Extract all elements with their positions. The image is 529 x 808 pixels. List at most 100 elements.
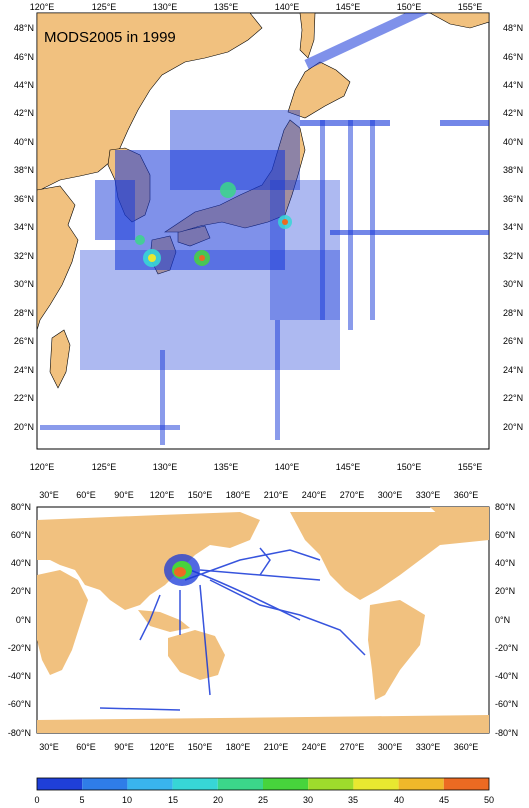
lon-label: 125°E [92, 462, 117, 472]
land-africa [37, 570, 88, 675]
lat-label: -60°N [495, 699, 518, 709]
colorbar-swatch [443, 778, 489, 790]
colorbar-label: 0 [34, 795, 39, 805]
lat-label: 48°N [503, 23, 523, 33]
lat-label: 48°N [14, 23, 34, 33]
bottom-map: 30°E 60°E 90°E 120°E 150°E 180°E 210°E 2… [8, 490, 518, 752]
land-south-america [368, 600, 425, 700]
lat-label: -60°N [8, 699, 31, 709]
lat-label: 24°N [14, 365, 34, 375]
lon-label: 120°E [30, 2, 55, 12]
colorbar-frame [36, 777, 490, 791]
lat-label: 24°N [503, 365, 523, 375]
lon-label: 330°E [416, 742, 441, 752]
lon-label: 180°E [226, 490, 251, 500]
lat-label: 28°N [14, 308, 34, 318]
land-hokkaido [287, 61, 351, 119]
colorbar-swatches [37, 778, 489, 790]
colorbar-swatch [37, 778, 83, 790]
top-lon-labels-top: 120°E 125°E 130°E 135°E 140°E 145°E 150°… [30, 2, 483, 12]
lon-label: 135°E [214, 2, 239, 12]
lat-label: 46°N [503, 52, 523, 62]
lat-label: 26°N [503, 336, 523, 346]
lat-label: 60°N [495, 530, 515, 540]
top-map: MODS2005 in 1999 120°E 125°E 130°E 135°E… [14, 2, 523, 472]
lat-label: 26°N [14, 336, 34, 346]
top-lon-labels-bottom: 120°E 125°E 130°E 135°E 140°E 145°E 150°… [30, 462, 483, 472]
lon-label: 90°E [114, 742, 134, 752]
lon-label: 30°E [39, 490, 59, 500]
lon-label: 140°E [275, 462, 300, 472]
lat-label: 38°N [503, 165, 523, 175]
lon-label: 300°E [378, 742, 403, 752]
lat-label: 34°N [14, 222, 34, 232]
lon-label: 270°E [340, 490, 365, 500]
lon-label: 270°E [340, 742, 365, 752]
lon-label: 240°E [302, 490, 327, 500]
lon-label: 240°E [302, 742, 327, 752]
land-north-america [290, 512, 489, 600]
lat-label: 80°N [495, 502, 515, 512]
land-greenland [430, 507, 489, 530]
colorbar-label: 45 [439, 795, 449, 805]
land-antarctica [37, 715, 489, 733]
lon-label: 360°E [454, 742, 479, 752]
observation-density [40, 13, 489, 445]
lat-label: 30°N [503, 279, 523, 289]
land-eurasia [37, 512, 260, 610]
lon-label: 150°E [188, 490, 213, 500]
lat-label: 22°N [503, 393, 523, 403]
bottom-lat-labels-right: 80°N 60°N 40°N 20°N 0°N -20°N -40°N -60°… [495, 502, 518, 738]
lon-label: 150°E [397, 462, 422, 472]
lat-label: -80°N [495, 728, 518, 738]
lat-label: 22°N [14, 393, 34, 403]
land-australia [168, 630, 225, 680]
colorbar-swatch [353, 778, 399, 790]
colorbar-label: 40 [394, 795, 404, 805]
lat-label: 0°N [495, 615, 510, 625]
lon-label: 330°E [416, 490, 441, 500]
top-lat-labels-left: 48°N 46°N 44°N 42°N 40°N 38°N 36°N 34°N … [14, 23, 34, 432]
land-asia-mainland [37, 13, 263, 191]
lon-label: 360°E [454, 490, 479, 500]
lon-label: 130°E [153, 462, 178, 472]
colorbar-label: 35 [348, 795, 358, 805]
colorbar-swatch [172, 778, 218, 790]
lat-label: 40°N [503, 137, 523, 147]
colorbar-label: 20 [213, 795, 223, 805]
lat-label: 46°N [14, 52, 34, 62]
lat-label: -20°N [495, 643, 518, 653]
colorbar-label: 15 [168, 795, 178, 805]
lon-label: 60°E [76, 742, 96, 752]
land-sakhalin [299, 13, 316, 59]
lon-label: 155°E [458, 2, 483, 12]
lon-label: 120°E [30, 462, 55, 472]
lat-label: 20°N [11, 586, 31, 596]
lat-label: -40°N [495, 671, 518, 681]
lat-label: 32°N [503, 251, 523, 261]
land-kamchatka [429, 13, 489, 29]
colorbar-label: 30 [303, 795, 313, 805]
lon-label: 145°E [336, 462, 361, 472]
lat-label: -80°N [8, 728, 31, 738]
top-lat-labels-right: 48°N 46°N 44°N 42°N 40°N 38°N 36°N 34°N … [503, 23, 523, 432]
bottom-lat-labels-left: 80°N 60°N 40°N 20°N 0°N -20°N -40°N -60°… [8, 502, 31, 738]
colorbar-labels: 0 5 10 15 20 25 30 35 40 45 50 [34, 795, 494, 805]
top-map-title: MODS2005 in 1999 [44, 29, 176, 46]
colorbar-label: 25 [258, 795, 268, 805]
lat-label: 60°N [11, 530, 31, 540]
lat-label: 36°N [14, 194, 34, 204]
lat-label: -40°N [8, 671, 31, 681]
world-observation-hotspot [164, 554, 200, 586]
lon-label: 135°E [214, 462, 239, 472]
colorbar: 0 5 10 15 20 25 30 35 40 45 50 [34, 777, 494, 805]
colorbar-swatch [127, 778, 173, 790]
colorbar-swatch [263, 778, 309, 790]
lat-label: 20°N [14, 422, 34, 432]
land-china-coast [37, 185, 79, 331]
lon-label: 150°E [397, 2, 422, 12]
colorbar-swatch [82, 778, 128, 790]
lat-label: 40°N [495, 558, 515, 568]
lon-label: 30°E [39, 742, 59, 752]
